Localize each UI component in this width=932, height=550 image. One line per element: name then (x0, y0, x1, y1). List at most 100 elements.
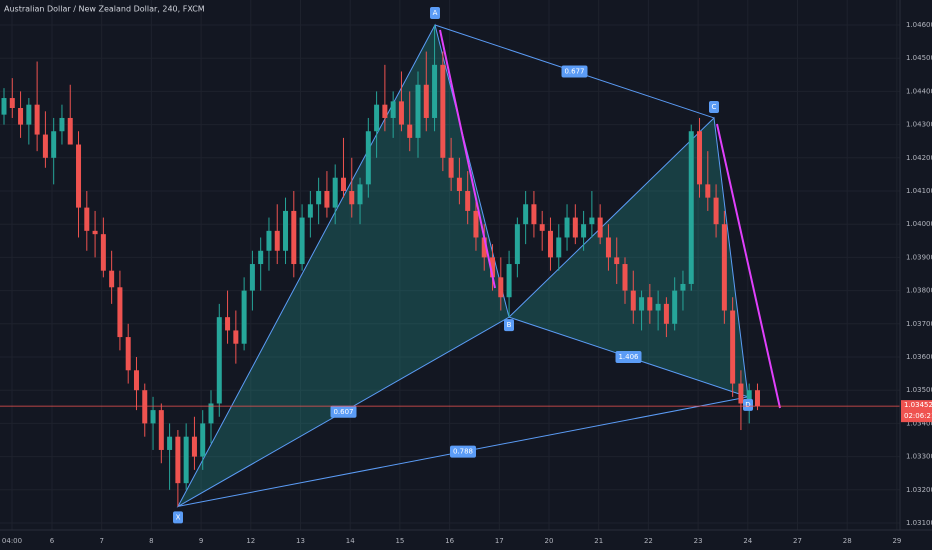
harmonic-pattern (176, 23, 749, 508)
point-label-box (173, 511, 183, 524)
candle-body (18, 108, 24, 125)
point-label-box (504, 319, 514, 332)
trend-line (716, 123, 781, 409)
candle-body (622, 264, 628, 291)
candle-body (465, 191, 471, 211)
candle-body (556, 237, 562, 258)
candle-body (216, 317, 222, 404)
candle-body (597, 217, 603, 238)
ratio-label-box (330, 405, 357, 418)
candle-body (663, 303, 669, 324)
candle-body (67, 117, 73, 145)
candle-body (374, 104, 380, 132)
candle-body (672, 290, 678, 324)
candle-body (498, 277, 504, 298)
candle-body (167, 436, 173, 450)
y-tick-label: 1.03600 (906, 353, 932, 361)
ratio-label: 1.406 (618, 353, 639, 361)
candle-body (746, 390, 752, 404)
ratio-label: 0.677 (564, 67, 584, 75)
candle-body (705, 184, 711, 198)
candle-body (721, 224, 727, 311)
y-tick-label: 1.03700 (906, 320, 932, 328)
point-label: A (433, 9, 438, 17)
candle-body (84, 207, 90, 231)
x-tick-label: 29 (892, 537, 901, 545)
candle-body (382, 104, 388, 118)
ratio-label-box (561, 65, 588, 78)
candle-body (258, 250, 264, 265)
y-tick-label: 1.04600 (906, 21, 932, 29)
candle-body (266, 230, 272, 251)
candle-body (730, 310, 736, 384)
point-label: X (176, 513, 181, 521)
x-tick-label: 17 (495, 537, 504, 545)
chart-title: Australian Dollar / New Zealand Dollar, … (4, 5, 205, 14)
y-tick-label: 1.04000 (906, 220, 932, 228)
x-tick-label: 24 (743, 537, 752, 545)
candle-body (133, 370, 139, 391)
candle-body (34, 104, 40, 135)
x-tick-label: 15 (395, 537, 404, 545)
candle-body (448, 157, 454, 178)
candle-body (655, 303, 661, 311)
candle-body (92, 230, 98, 235)
y-tick-label: 1.03300 (906, 453, 932, 461)
candle-body (581, 224, 587, 238)
x-tick-label: 6 (50, 537, 55, 545)
candle-body (109, 270, 115, 288)
candle-body (233, 330, 239, 344)
candle-body (274, 230, 280, 251)
candle-body (332, 177, 338, 208)
point-label: C (712, 103, 717, 111)
candle-body (440, 64, 446, 158)
candle-body (365, 131, 371, 185)
candle-body (9, 98, 15, 108)
x-tick-label: 14 (346, 537, 355, 545)
ratio-label-box (450, 445, 476, 458)
y-tick-label: 1.03500 (906, 386, 932, 394)
candle-body (539, 224, 545, 231)
ratio-label: 0.788 (453, 448, 473, 456)
x-tick-label: 21 (594, 537, 603, 545)
candle-body (150, 410, 156, 424)
trend-line (439, 29, 496, 289)
candle-body (589, 217, 595, 225)
candle-body (51, 131, 57, 158)
candle-body (117, 287, 123, 338)
candle-body (183, 436, 189, 484)
y-tick-label: 1.04100 (906, 187, 932, 195)
x-tick-label: 16 (445, 537, 454, 545)
y-tick-label: 1.04300 (906, 121, 932, 129)
candle-body (191, 436, 197, 457)
candle-body (316, 191, 322, 205)
candle-body (349, 191, 355, 205)
candle-body (357, 184, 363, 205)
point-label-box (430, 7, 440, 19)
candle-body (680, 283, 686, 291)
candle-body (415, 84, 421, 138)
candle-body (59, 117, 65, 132)
y-tick-label: 1.04200 (906, 154, 932, 162)
candles (1, 25, 760, 507)
candle-body (283, 210, 289, 251)
candle-body (241, 290, 247, 344)
point-label-box (743, 398, 753, 411)
candle-body (490, 257, 496, 278)
candle-body (630, 290, 636, 311)
candle-body (324, 191, 330, 208)
x-tick-label: 12 (246, 537, 255, 545)
candle-body (547, 230, 553, 258)
candle-body (299, 217, 305, 265)
x-tick-label: 27 (793, 537, 802, 545)
candle-body (291, 210, 297, 265)
candle-body (688, 131, 694, 284)
candle-body (697, 131, 703, 185)
last-price-tag (901, 400, 932, 423)
candle-body (307, 204, 313, 218)
y-tick-label: 1.03900 (906, 253, 932, 261)
overlay: X A B C D 0.607 0.677 1.406 0.788 (0, 7, 900, 524)
x-tick-label: 8 (149, 537, 153, 545)
